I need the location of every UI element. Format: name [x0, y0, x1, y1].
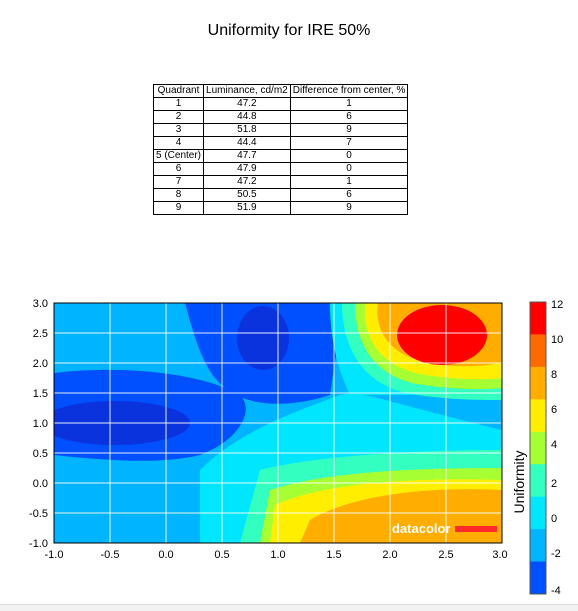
- colorbar-tick-label: 6: [551, 404, 557, 416]
- colorbar-tick-label: -4: [551, 585, 561, 597]
- x-tick-label: 0.0: [158, 549, 173, 561]
- cell-quadrant: 4: [152, 136, 205, 150]
- plot-grid: [54, 303, 502, 543]
- colorbar-tick-label: 0: [551, 513, 557, 525]
- colorbar-frame: [529, 301, 547, 595]
- y-tick-label: 2.0: [33, 358, 48, 370]
- colorbar-band: [530, 464, 546, 498]
- watermark-text: datacolor: [392, 521, 451, 536]
- y-tick-label: 1.5: [33, 388, 48, 400]
- y-tick-label: 1.0: [33, 418, 48, 430]
- contour-region: [237, 306, 289, 370]
- x-tick-label: 1.5: [326, 549, 341, 561]
- y-axis-ticks: 3.0 2.5 2.0 1.5 1.0 0.5 0.0 -0.5 -1.0: [29, 298, 48, 550]
- colorbar-band: [530, 561, 546, 595]
- colorbar-band: [530, 302, 546, 335]
- colorbar-tick-label: 8: [551, 369, 557, 381]
- x-tick-label: -0.5: [101, 549, 120, 561]
- table-row: 9 51.9 9: [152, 201, 409, 215]
- table-row: 8 50.5 6: [152, 188, 409, 202]
- table-row: 6 47.9 0: [152, 162, 409, 176]
- x-tick-label: 1.0: [270, 549, 285, 561]
- colorbar-band: [530, 366, 546, 400]
- colorbar-label: Uniformity: [511, 450, 527, 513]
- colorbar: [529, 301, 547, 595]
- colorbar-tick-label: 2: [551, 478, 557, 490]
- table-row: 5 (Center) 47.7 0: [152, 149, 409, 163]
- colorbar-tick-label: 10: [551, 334, 563, 346]
- x-tick-label: -1.0: [45, 549, 64, 561]
- colorbar-tick-label: -2: [551, 548, 561, 560]
- contour-region: [300, 489, 502, 543]
- uniformity-table: Quadrant Luminance, cd/m2 Difference fro…: [152, 84, 409, 215]
- cell-difference: 9: [289, 201, 409, 215]
- plot-frame: [53, 302, 503, 544]
- x-tick-label: 0.5: [214, 549, 229, 561]
- y-tick-label: 0.0: [33, 478, 48, 490]
- colorbar-band: [530, 334, 546, 368]
- y-tick-label: 2.5: [33, 328, 48, 340]
- chart-title: Uniformity for IRE 50%: [207, 22, 371, 39]
- table-row: 2 44.8 6: [152, 110, 409, 124]
- colorbar-band: [530, 529, 546, 563]
- y-tick-label: -0.5: [29, 508, 48, 520]
- x-tick-label: 2.0: [382, 549, 397, 561]
- x-axis-ticks: -1.0 -0.5 0.0 0.5 1.0 1.5 2.0 2.5 3.0: [45, 549, 508, 561]
- colorbar-tick-label: 4: [551, 439, 557, 451]
- x-tick-label: 2.5: [438, 549, 453, 561]
- y-tick-label: 3.0: [33, 298, 48, 310]
- colorbar-band: [530, 431, 546, 465]
- contour-regions: [54, 303, 502, 543]
- cell-quadrant: 9: [152, 201, 205, 215]
- bottom-edge: [0, 604, 578, 611]
- y-tick-label: 0.5: [33, 448, 48, 460]
- colorbar-band: [530, 399, 546, 433]
- watermark-bar: [455, 526, 497, 532]
- table-header-row: Quadrant Luminance, cd/m2 Difference fro…: [152, 84, 409, 98]
- x-tick-label: 3.0: [492, 549, 507, 561]
- contour-region: [397, 305, 487, 365]
- colorbar-band: [530, 496, 546, 530]
- contour-region: [54, 303, 214, 373]
- colorbar-tick-label: 12: [551, 299, 563, 311]
- y-tick-label: -1.0: [29, 538, 48, 550]
- colorbar-ticks: 12 10 8 6 4 2 0 -2 -4: [551, 299, 563, 597]
- table-row: 3 51.8 9: [152, 123, 409, 137]
